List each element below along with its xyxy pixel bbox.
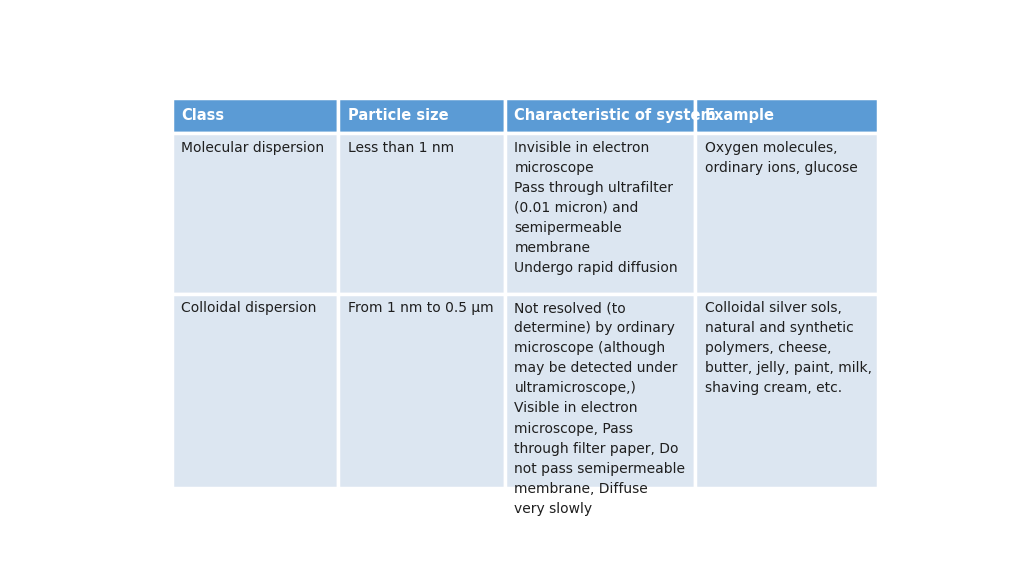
Text: Less than 1 nm: Less than 1 nm [348,141,454,154]
Bar [338,98,505,134]
Bar [338,134,505,294]
Bar [172,98,338,134]
Text: Particle size: Particle size [348,108,449,123]
Bar [172,134,338,294]
Text: Colloidal dispersion: Colloidal dispersion [181,301,316,315]
Bar [695,134,878,294]
Bar [505,294,695,488]
Bar [338,294,505,488]
Bar [172,294,338,488]
Bar [695,98,878,134]
Text: Molecular dispersion: Molecular dispersion [181,141,325,154]
Text: Colloidal silver sols,
natural and synthetic
polymers, cheese,
butter, jelly, pa: Colloidal silver sols, natural and synth… [705,301,872,396]
Text: Class: Class [181,108,224,123]
Text: Example: Example [705,108,775,123]
Bar [505,134,695,294]
Bar [695,294,878,488]
Text: From 1 nm to 0.5 μm: From 1 nm to 0.5 μm [348,301,494,315]
Text: Characteristic of system: Characteristic of system [514,108,716,123]
Bar [505,98,695,134]
Text: Invisible in electron
microscope
Pass through ultrafilter
(0.01 micron) and
semi: Invisible in electron microscope Pass th… [514,141,678,275]
Text: Oxygen molecules,
ordinary ions, glucose: Oxygen molecules, ordinary ions, glucose [705,141,858,175]
Text: Not resolved (to
determine) by ordinary
microscope (although
may be detected und: Not resolved (to determine) by ordinary … [514,301,685,516]
